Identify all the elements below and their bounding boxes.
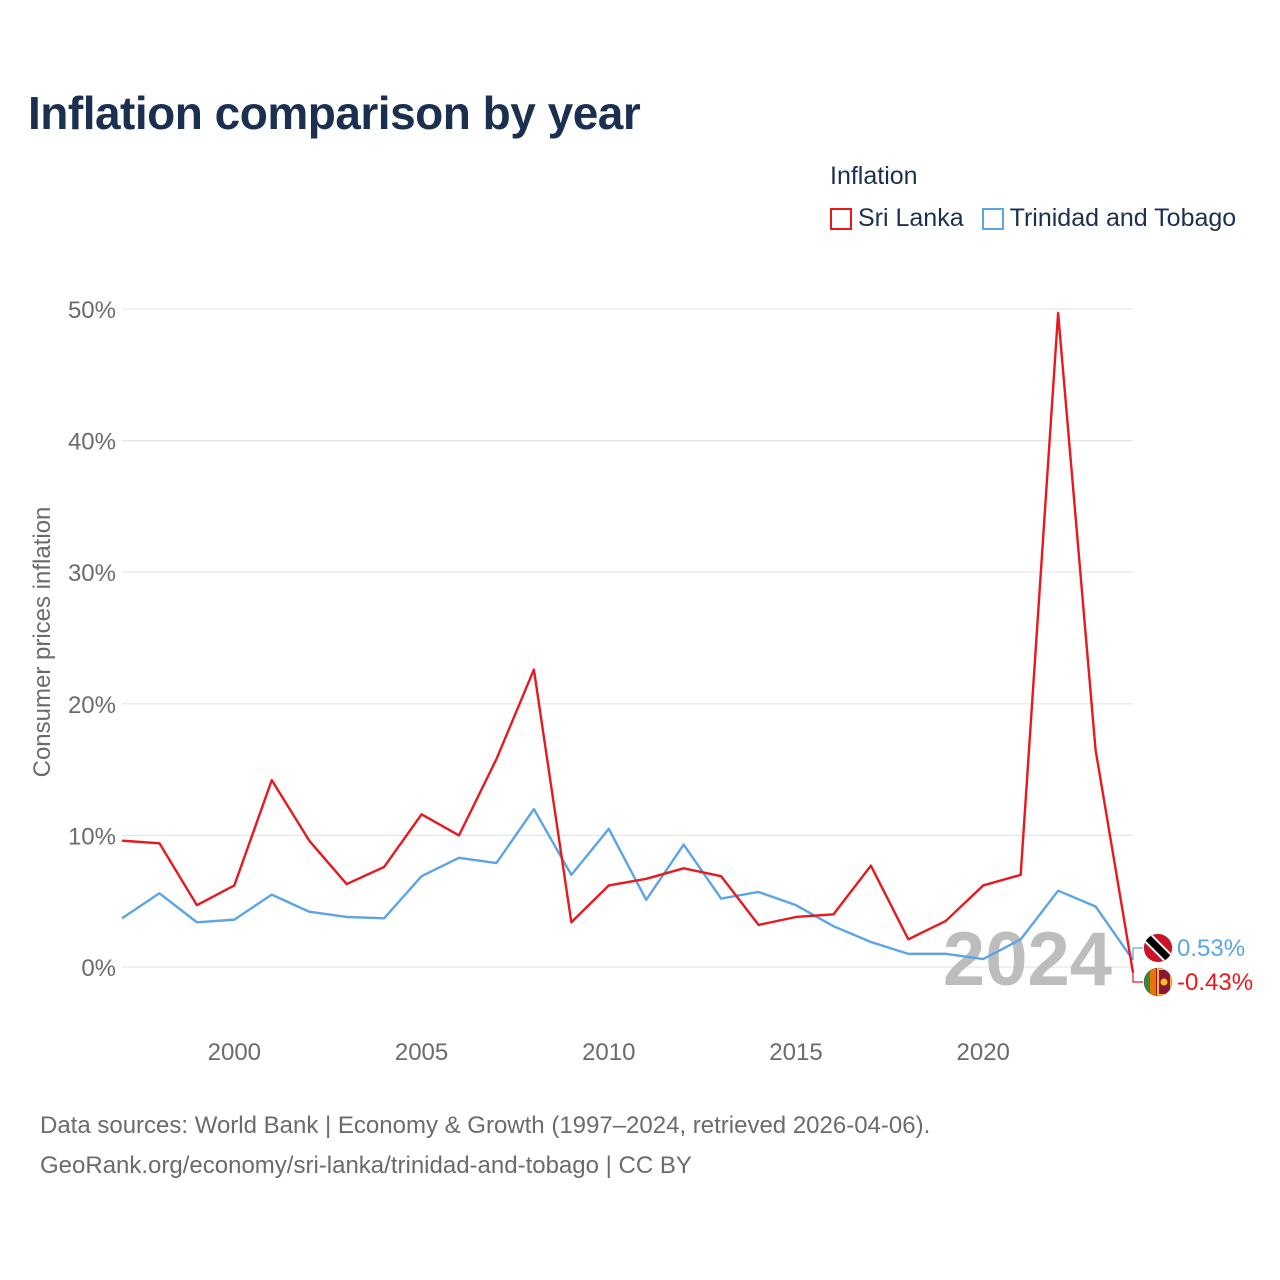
end-value-label: -0.43%	[1177, 969, 1253, 996]
series-line-trinidad-and-tobago[interactable]	[121, 807, 1134, 961]
footer-link[interactable]: GeoRank.org/economy/sri-lanka/trinidad-a…	[40, 1152, 692, 1179]
footer: Data sources: World Bank | Economy & Gro…	[40, 1106, 930, 1186]
x-tick-label: 2020	[957, 1039, 1010, 1066]
y-tick-label: 30%	[68, 560, 116, 587]
legend-swatch-trinidad-and-tobago	[981, 207, 1004, 230]
end-value-label: 0.53%	[1177, 935, 1245, 962]
flag-trinidad-and-tobago-icon	[1143, 933, 1173, 963]
line-chart: 2024 0%10%20%30%40%50% 2000 2005 2010 2015 2…	[29, 297, 1253, 1066]
x-tick-label: 2010	[582, 1039, 635, 1066]
y-axis-label: Consumer prices inflation	[29, 507, 56, 778]
chart-title: Inflation comparison by year	[28, 87, 641, 139]
y-tick-label: 50%	[68, 297, 116, 324]
y-tick-label: 40%	[68, 429, 116, 456]
footer-sources: Data sources: World Bank | Economy & Gro…	[40, 1112, 931, 1139]
legend-swatch-sri-lanka	[830, 207, 852, 230]
legend-item-sri-lanka[interactable]: Sri Lanka	[830, 204, 964, 233]
legend-label-trinidad-and-tobago: Trinidad and Tobago	[1009, 204, 1237, 232]
y-tick-label: 10%	[68, 823, 116, 850]
x-tick-label: 2015	[769, 1039, 822, 1066]
legend-label-sri-lanka: Sri Lanka	[858, 204, 964, 232]
end-connector	[1132, 947, 1143, 961]
x-tick-label: 2000	[208, 1039, 261, 1066]
legend-item-trinidad-and-tobago[interactable]: Trinidad and Tobago	[981, 204, 1237, 233]
y-tick-label: 0%	[81, 955, 116, 982]
series-line-sri-lanka[interactable]	[121, 311, 1135, 973]
flag-sri-lanka-icon	[1143, 967, 1173, 997]
legend: Sri Lanka Trinidad and Tobago	[830, 204, 1236, 233]
x-tick-label: 2005	[395, 1039, 448, 1066]
y-tick-label: 20%	[68, 692, 116, 719]
end-connector	[1132, 972, 1143, 983]
legend-title: Inflation	[830, 162, 918, 190]
